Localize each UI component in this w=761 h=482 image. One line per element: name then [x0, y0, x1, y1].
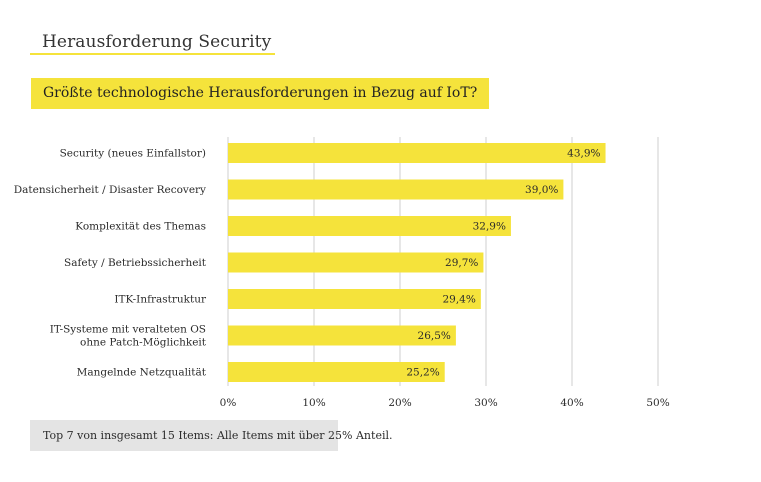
category-label: Mangelnde Netzqualität: [77, 367, 207, 379]
category-label: Komplexität des Themas: [75, 221, 206, 233]
category-label-line: ohne Patch-Möglichkeit: [80, 337, 207, 349]
data-label: 29,7%: [445, 257, 478, 269]
bar: [228, 143, 606, 163]
x-tick-label: 10%: [302, 397, 325, 409]
data-label: 39,0%: [525, 184, 558, 196]
category-label: Datensicherheit / Disaster Recovery: [14, 184, 206, 196]
section-heading-text: Herausforderung Security: [42, 32, 272, 52]
category-label-line: Mangelnde Netzqualität: [77, 367, 207, 379]
bar: [228, 252, 484, 273]
category-label-line: Security (neues Einfallstor): [60, 148, 206, 160]
category-label-line: Komplexität des Themas: [75, 221, 206, 233]
category-label-line: IT-Systeme mit veralteten OS: [50, 324, 206, 336]
category-labels: Security (neues Einfallstor) Datensicherh…: [14, 148, 207, 379]
x-tick-label: 30%: [474, 397, 497, 409]
x-tick-label: 50%: [646, 397, 669, 409]
data-label: 29,4%: [442, 294, 475, 306]
category-label-line: Safety / Betriebssicherheit: [64, 257, 207, 269]
footnote: Top 7 von insgesamt 15 Items: Alle Items…: [30, 420, 392, 451]
category-label: Security (neues Einfallstor): [60, 148, 206, 160]
x-tick-label: 20%: [388, 397, 411, 409]
bars: [228, 143, 606, 382]
category-label: IT-Systeme mit veralteten OS ohne Patch-M…: [50, 324, 207, 349]
data-label: 26,5%: [418, 330, 451, 342]
category-label-line: Datensicherheit / Disaster Recovery: [14, 184, 206, 196]
data-label: 32,9%: [473, 221, 506, 233]
x-tick-label: 40%: [560, 397, 583, 409]
bar: [228, 325, 456, 346]
bar: [228, 216, 511, 236]
data-label: 25,2%: [406, 367, 439, 379]
value-labels: 43,9% 39,0% 32,9% 29,7% 29,4% 26,5% 25,2%: [406, 148, 600, 379]
section-heading: Herausforderung Security: [30, 31, 275, 55]
bar: [228, 289, 481, 309]
question-banner: Größte technologische Herausforderungen …: [31, 78, 490, 109]
x-axis-ticks: 0% 10% 20% 30% 40% 50%: [220, 397, 670, 409]
category-label-line: ITK-Infrastruktur: [114, 294, 207, 306]
data-label: 43,9%: [567, 148, 600, 160]
category-label: ITK-Infrastruktur: [114, 294, 207, 306]
bar: [228, 362, 445, 382]
bar: [228, 179, 564, 200]
category-label: Safety / Betriebssicherheit: [64, 257, 207, 269]
x-tick-label: 0%: [220, 397, 237, 409]
